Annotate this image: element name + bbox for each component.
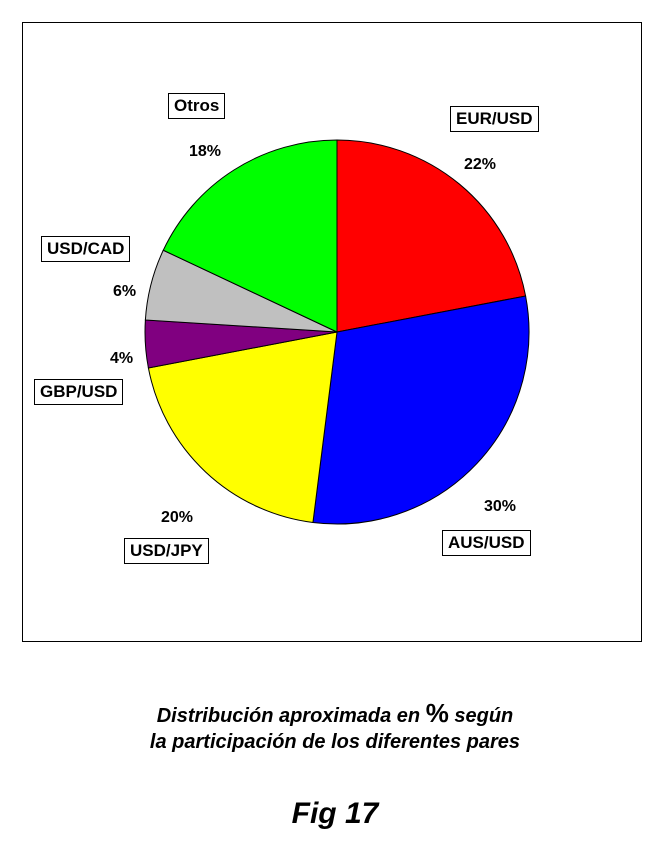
- slice-label-usd-jpy: USD/JPY: [124, 538, 209, 564]
- pie-slice-usd-jpy: [147, 331, 338, 524]
- slice-pct-aus-usd: 30%: [484, 498, 517, 515]
- pie-slice-otros: [162, 139, 338, 333]
- slice-pct-otros: 18%: [189, 143, 222, 160]
- chart-caption-line-1: Distribución aproximada en % según: [0, 698, 670, 729]
- slice-pct-gbp-usd: 4%: [110, 350, 134, 367]
- chart-frame: EUR/USD 22% 30% AUS/USD 20% USD/JPY 4% G…: [22, 22, 642, 642]
- caption-percent-symbol: %: [425, 698, 449, 728]
- slice-label-eur-usd: EUR/USD: [450, 106, 539, 132]
- figure-label: Fig 17: [291, 797, 379, 830]
- slice-label-usd-cad: USD/CAD: [41, 236, 131, 262]
- caption-text-before: Distribución aproximada en: [156, 705, 426, 727]
- slice-pct-usd-jpy: 20%: [161, 509, 194, 526]
- pie-slice-eur-usd: [336, 139, 527, 333]
- pie-chart: [144, 139, 530, 525]
- slice-label-gbp-usd: GBP/USD: [34, 379, 124, 405]
- slice-label-otros: Otros: [168, 93, 226, 119]
- chart-caption-line-2: la participación de los diferentes pares: [149, 731, 521, 753]
- slice-label-aus-usd: AUS/USD: [442, 530, 531, 556]
- pie-slice-aus-usd: [312, 295, 530, 525]
- caption-text-after: según: [448, 705, 514, 727]
- slice-pct-eur-usd: 22%: [464, 156, 497, 173]
- slice-pct-usd-cad: 6%: [113, 283, 137, 300]
